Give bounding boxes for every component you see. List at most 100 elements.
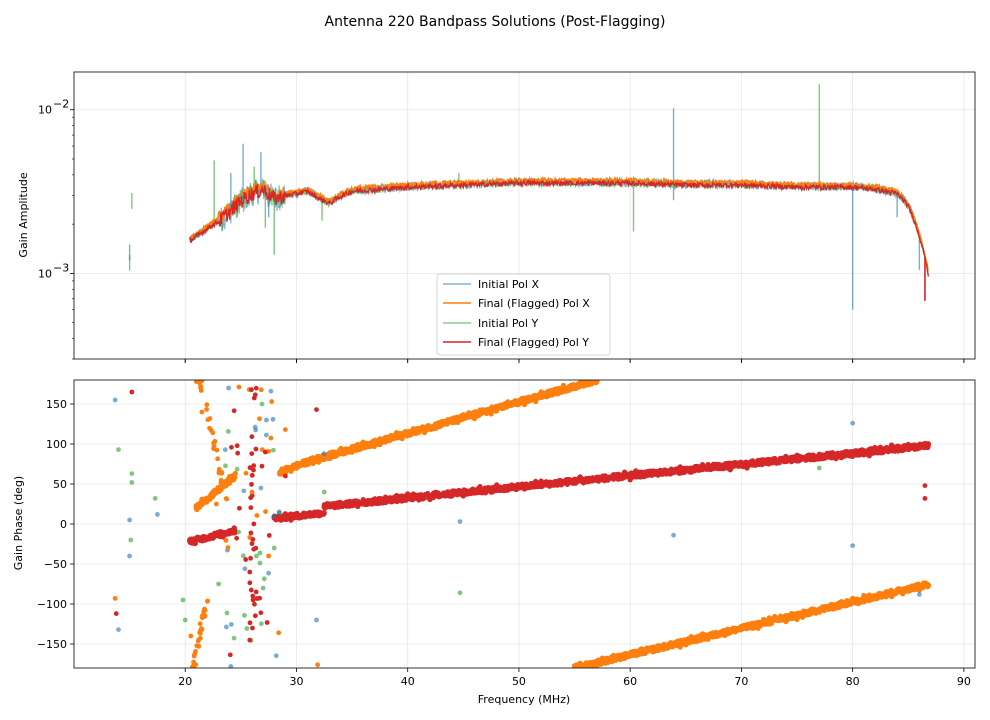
final-pol-y-point xyxy=(187,537,193,543)
final-pol-x-point xyxy=(590,380,593,381)
final-pol-y-point xyxy=(499,485,505,491)
final-pol-x-point xyxy=(761,616,767,623)
final-pol-y-point xyxy=(855,448,861,454)
amplitude-ytick-label: 10 xyxy=(38,104,52,117)
final-pol-y-point xyxy=(583,479,589,485)
initial-pol-y-outlier xyxy=(259,401,265,407)
final-pol-y-point xyxy=(293,514,300,521)
phase-scatter-point xyxy=(231,408,237,414)
final-pol-x-point xyxy=(310,460,316,467)
final-pol-x-outlier xyxy=(249,489,255,495)
final-pol-y-point xyxy=(304,512,311,518)
final-pol-x-point xyxy=(566,384,572,390)
final-pol-y-point xyxy=(310,510,316,516)
final-pol-x-outlier xyxy=(266,553,272,559)
final-pol-x-point xyxy=(638,646,644,652)
phase-scatter-point xyxy=(244,626,250,631)
final-pol-x-point xyxy=(355,441,361,448)
final-pol-x-point xyxy=(427,426,433,432)
final-pol-y-streak-point xyxy=(253,589,259,595)
final-pol-y-point xyxy=(410,491,416,497)
final-pol-y-point xyxy=(533,478,539,484)
final-pol-x-point xyxy=(388,433,394,439)
final-pol-y-point xyxy=(388,499,394,505)
final-pol-y-streak-point xyxy=(252,392,258,398)
final-pol-y-point xyxy=(477,483,483,490)
final-pol-y-point xyxy=(627,477,633,483)
final-pol-x-point xyxy=(521,401,528,408)
phase-xtick-label: 60 xyxy=(623,675,637,688)
final-pol-y-point xyxy=(688,469,694,475)
final-pol-x-streak-point xyxy=(201,609,207,614)
final-pol-x-point xyxy=(466,410,472,416)
final-pol-x-point xyxy=(616,655,622,662)
final-pol-y-streak-point xyxy=(248,555,253,561)
phase-scatter-point xyxy=(254,513,260,518)
phase-scatter-point xyxy=(228,622,234,627)
final-pol-y-point xyxy=(783,453,789,460)
final-pol-y-streak-point xyxy=(251,521,257,527)
final-pol-y-point xyxy=(488,486,494,492)
final-pol-y-point xyxy=(421,494,427,500)
final-pol-y-point xyxy=(633,468,639,474)
final-pol-x-point xyxy=(738,624,745,630)
final-pol-y-point xyxy=(705,461,711,468)
final-pol-y-point xyxy=(438,493,444,499)
final-pol-y-point xyxy=(427,496,433,503)
final-pol-y-point xyxy=(755,457,761,463)
final-pol-x-point xyxy=(694,635,700,641)
final-pol-x-point xyxy=(421,430,427,436)
initial-pol-x-outlier xyxy=(258,485,264,491)
phase-scatter-point xyxy=(257,416,262,422)
phase-scatter-point xyxy=(234,443,240,449)
final-pol-x-point xyxy=(232,470,238,477)
final-pol-x-point xyxy=(349,449,355,455)
final-pol-y-point xyxy=(277,516,283,522)
final-pol-y-point xyxy=(722,461,728,467)
final-pol-x-streak-point xyxy=(199,615,205,621)
final-pol-y-outlier xyxy=(250,597,256,603)
amplitude-series xyxy=(128,84,929,310)
amplitude-ytick-exponent: −2 xyxy=(53,98,69,111)
final-pol-y-streak-point xyxy=(247,620,253,626)
phase-scatter-point xyxy=(273,653,279,659)
final-pol-x-point xyxy=(599,655,605,661)
final-pol-y-point xyxy=(894,447,900,453)
phase-scatter-point xyxy=(234,535,240,541)
final-pol-x-point xyxy=(610,652,617,658)
initial-pol-y-outlier xyxy=(116,447,121,452)
phase-scatter-point xyxy=(261,576,267,582)
phase-scatter-point xyxy=(268,435,274,441)
final-pol-x-point xyxy=(277,469,283,475)
initial-pol-x-outlier xyxy=(264,417,269,423)
final-pol-y-point xyxy=(744,465,750,471)
final-pol-x-point xyxy=(499,405,505,412)
final-pol-x-streak-point xyxy=(219,482,225,488)
phase-scatter-point xyxy=(257,550,263,556)
initial-pol-y-outlier xyxy=(216,581,222,587)
final-pol-y-point xyxy=(538,478,544,484)
final-pol-x-point xyxy=(716,630,722,636)
final-pol-y-streak-point xyxy=(247,637,253,643)
initial-pol-y-outlier xyxy=(260,585,266,591)
final-pol-y-point xyxy=(710,461,717,467)
final-pol-x-outlier xyxy=(213,501,219,507)
final-pol-x-point xyxy=(888,594,895,600)
final-pol-y-point xyxy=(577,474,583,480)
final-pol-x-outlier xyxy=(199,409,205,415)
phase-xtick-label: 30 xyxy=(289,675,303,688)
phase-scatter-point xyxy=(242,566,248,572)
final-pol-y-point xyxy=(844,450,850,456)
final-pol-x-streak-point xyxy=(199,380,205,384)
phase-scatter-point xyxy=(243,557,249,562)
final-pol-x-point xyxy=(371,443,377,450)
final-pol-x-point xyxy=(332,453,339,459)
final-pol-y-point xyxy=(749,462,756,468)
final-pol-y-outlier xyxy=(262,449,268,455)
phase-scatter-point xyxy=(271,513,277,519)
final-pol-y-band xyxy=(321,440,932,511)
final-pol-x-point xyxy=(744,624,750,630)
final-pol-y-point xyxy=(343,501,350,508)
phase-ytick-label: 150 xyxy=(46,398,67,411)
final-pol-x-point xyxy=(855,600,861,607)
